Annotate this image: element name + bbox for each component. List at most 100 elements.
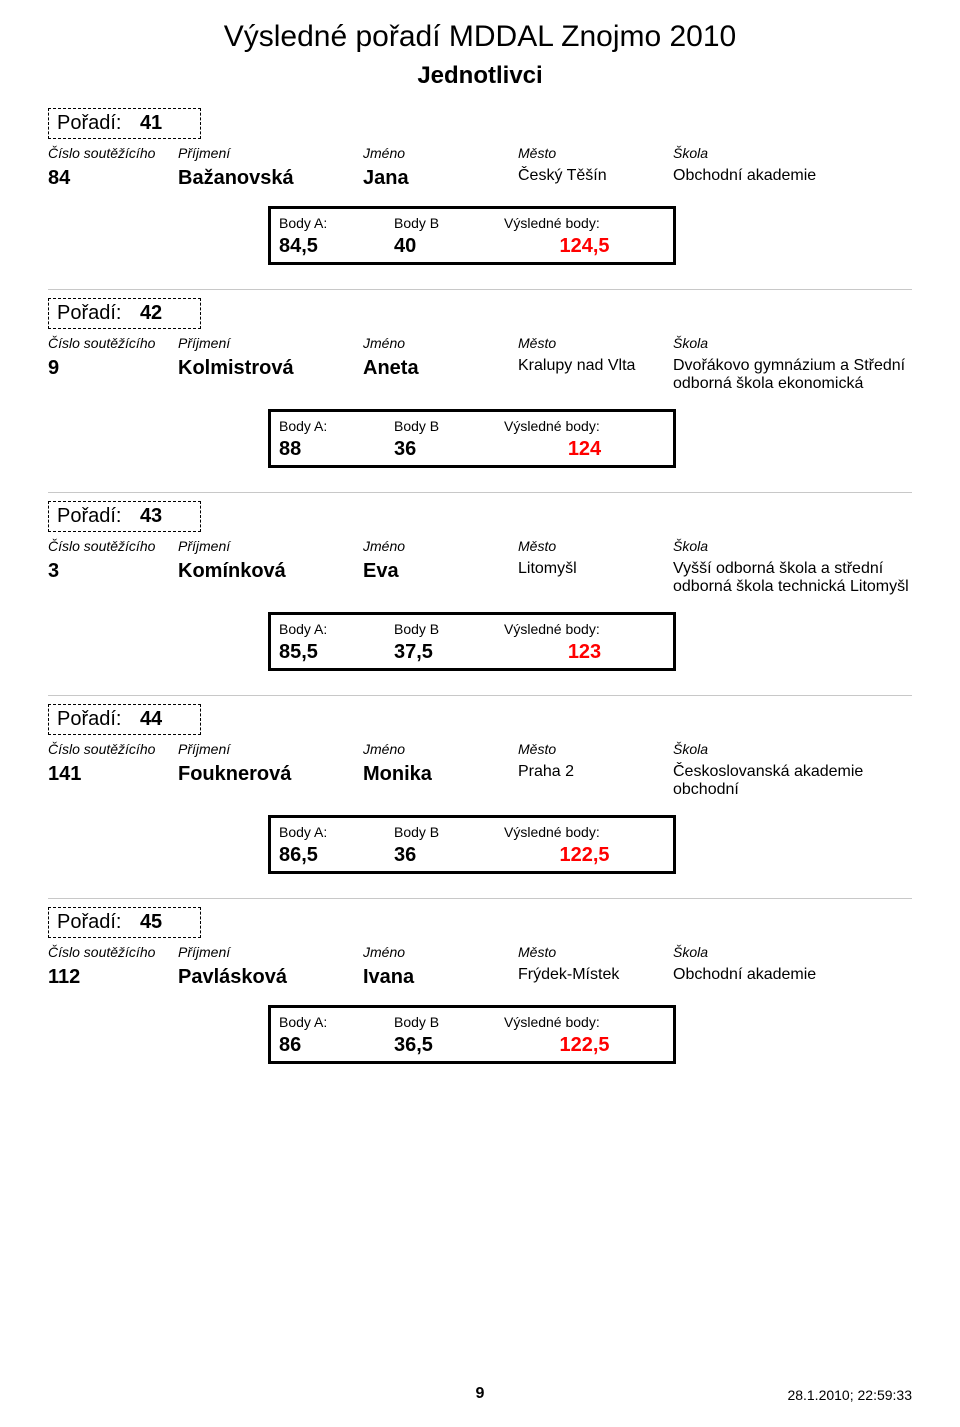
score-box: Body A: Body B Výsledné body: 88 36 124 — [268, 409, 676, 468]
score-header-result: Výsledné body: — [504, 215, 665, 231]
competitor-city: Litomyšl — [518, 560, 673, 578]
competitor-city: Český Těšín — [518, 167, 673, 185]
header-lastname: Příjmení — [178, 944, 363, 960]
competitor-lastname: Kolmistrová — [178, 357, 363, 380]
score-a: 84,5 — [279, 235, 394, 258]
row-values: 84 Bažanovská Jana Český Těšín Obchodní … — [48, 167, 912, 190]
header-lastname: Příjmení — [178, 538, 363, 554]
header-firstname: Jméno — [363, 741, 518, 757]
rank-box: Pořadí: 45 — [48, 907, 201, 938]
rank-box: Pořadí: 41 — [48, 108, 201, 139]
score-header-a: Body A: — [279, 824, 394, 840]
rank-label: Pořadí: — [57, 112, 121, 134]
score-result: 123 — [504, 641, 665, 664]
score-b: 36 — [394, 438, 504, 461]
page-title: Výsledné pořadí MDDAL Znojmo 2010 — [48, 20, 912, 54]
score-header-a: Body A: — [279, 621, 394, 637]
result-entry: Pořadí: 42 Číslo soutěžícího Příjmení Jm… — [48, 289, 912, 468]
score-b: 40 — [394, 235, 504, 258]
score-header-result: Výsledné body: — [504, 1014, 665, 1030]
score-headers: Body A: Body B Výsledné body: — [279, 418, 665, 434]
score-values: 86,5 36 122,5 — [279, 844, 665, 867]
score-values: 86 36,5 122,5 — [279, 1034, 665, 1057]
header-city: Město — [518, 741, 673, 757]
row-values: 9 Kolmistrová Aneta Kralupy nad Vlta Dvo… — [48, 357, 912, 393]
score-values: 88 36 124 — [279, 438, 665, 461]
column-headers: Číslo soutěžícího Příjmení Jméno Město Š… — [48, 741, 912, 757]
score-box: Body A: Body B Výsledné body: 84,5 40 12… — [268, 206, 676, 265]
competitor-city: Praha 2 — [518, 763, 673, 781]
rank-value: 41 — [140, 112, 162, 134]
competitor-city: Frýdek-Místek — [518, 966, 673, 984]
score-b: 36 — [394, 844, 504, 867]
score-header-b: Body B — [394, 621, 504, 637]
competitor-school: Obchodní akademie — [673, 966, 912, 984]
competitor-lastname: Fouknerová — [178, 763, 363, 786]
rank-value: 43 — [140, 505, 162, 527]
header-lastname: Příjmení — [178, 335, 363, 351]
header-firstname: Jméno — [363, 335, 518, 351]
header-firstname: Jméno — [363, 538, 518, 554]
score-result: 122,5 — [504, 844, 665, 867]
result-entry: Pořadí: 43 Číslo soutěžícího Příjmení Jm… — [48, 492, 912, 671]
score-a: 86,5 — [279, 844, 394, 867]
competitor-number: 9 — [48, 357, 178, 380]
score-a: 85,5 — [279, 641, 394, 664]
header-lastname: Příjmení — [178, 741, 363, 757]
rank-box: Pořadí: 44 — [48, 704, 201, 735]
score-header-result: Výsledné body: — [504, 418, 665, 434]
score-result: 124,5 — [504, 235, 665, 258]
score-header-b: Body B — [394, 418, 504, 434]
score-a: 88 — [279, 438, 394, 461]
header-school: Škola — [673, 145, 912, 161]
column-headers: Číslo soutěžícího Příjmení Jméno Město Š… — [48, 335, 912, 351]
row-values: 112 Pavlásková Ivana Frýdek-Místek Obcho… — [48, 966, 912, 989]
competitor-city: Kralupy nad Vlta — [518, 357, 673, 375]
rank-label: Pořadí: — [57, 708, 121, 730]
header-school: Škola — [673, 538, 912, 554]
competitor-school: Dvořákovo gymnázium a Střední odborná šk… — [673, 357, 912, 393]
score-header-result: Výsledné body: — [504, 621, 665, 637]
header-number: Číslo soutěžícího — [48, 145, 178, 161]
score-result: 122,5 — [504, 1034, 665, 1057]
header-number: Číslo soutěžícího — [48, 741, 178, 757]
score-header-a: Body A: — [279, 418, 394, 434]
rank-label: Pořadí: — [57, 302, 121, 324]
rank-value: 42 — [140, 302, 162, 324]
competitor-school: Vyšší odborná škola a střední odborná šk… — [673, 560, 912, 596]
header-firstname: Jméno — [363, 145, 518, 161]
row-values: 141 Fouknerová Monika Praha 2 Českoslova… — [48, 763, 912, 799]
column-headers: Číslo soutěžícího Příjmení Jméno Město Š… — [48, 944, 912, 960]
header-school: Škola — [673, 741, 912, 757]
competitor-firstname: Eva — [363, 560, 518, 583]
header-number: Číslo soutěžícího — [48, 538, 178, 554]
score-b: 36,5 — [394, 1034, 504, 1057]
score-headers: Body A: Body B Výsledné body: — [279, 824, 665, 840]
header-school: Škola — [673, 944, 912, 960]
competitor-firstname: Jana — [363, 167, 518, 190]
score-headers: Body A: Body B Výsledné body: — [279, 1014, 665, 1030]
score-header-a: Body A: — [279, 215, 394, 231]
header-lastname: Příjmení — [178, 145, 363, 161]
competitor-school: Obchodní akademie — [673, 167, 912, 185]
score-a: 86 — [279, 1034, 394, 1057]
rank-box: Pořadí: 42 — [48, 298, 201, 329]
page-footer: 9 28.1.2010; 22:59:33 — [48, 1387, 912, 1403]
page-subtitle: Jednotlivci — [48, 62, 912, 90]
header-city: Město — [518, 538, 673, 554]
header-city: Město — [518, 944, 673, 960]
rank-label: Pořadí: — [57, 911, 121, 933]
header-number: Číslo soutěžícího — [48, 944, 178, 960]
rank-value: 44 — [140, 708, 162, 730]
score-header-b: Body B — [394, 1014, 504, 1030]
competitor-lastname: Bažanovská — [178, 167, 363, 190]
header-city: Město — [518, 335, 673, 351]
score-header-b: Body B — [394, 824, 504, 840]
rank-value: 45 — [140, 911, 162, 933]
header-firstname: Jméno — [363, 944, 518, 960]
competitor-lastname: Komínková — [178, 560, 363, 583]
score-values: 85,5 37,5 123 — [279, 641, 665, 664]
header-school: Škola — [673, 335, 912, 351]
score-headers: Body A: Body B Výsledné body: — [279, 215, 665, 231]
score-header-b: Body B — [394, 215, 504, 231]
